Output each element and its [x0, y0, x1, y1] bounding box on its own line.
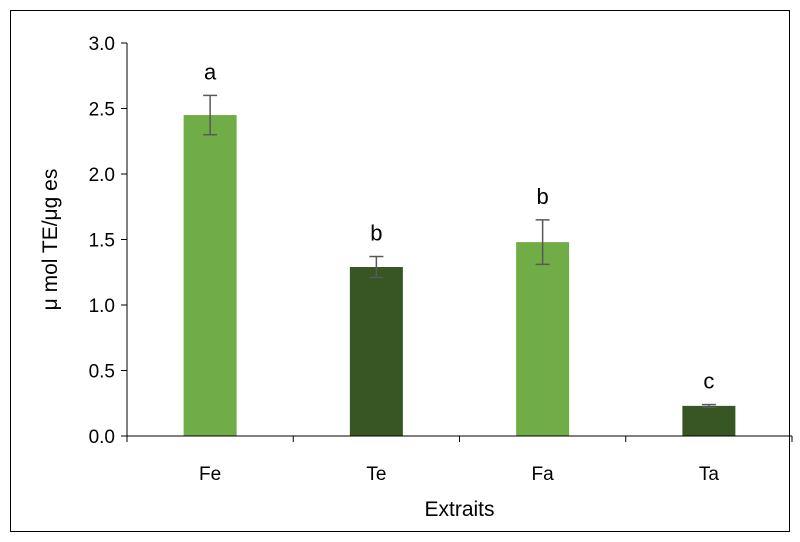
- y-tick-label: 3.0: [89, 34, 115, 55]
- bar-te: [349, 267, 403, 436]
- x-axis-title: Extraits: [424, 498, 494, 521]
- y-axis-ticks: 0.0 0.5 1.0 1.5 2.0 2.5 3.0: [89, 34, 127, 448]
- significance-letter: a: [204, 59, 217, 84]
- y-axis-title: μ mol TE/μg es: [39, 169, 62, 311]
- y-tick-label: 2.0: [89, 165, 115, 186]
- x-tick-label: Ta: [699, 464, 720, 485]
- significance-letter: b: [537, 184, 549, 209]
- y-tick-label: 1.0: [89, 296, 115, 317]
- x-tick-label: Fe: [199, 464, 221, 485]
- y-tick-label: 2.5: [89, 100, 115, 121]
- bar-fe: [183, 115, 237, 437]
- x-axis-ticks: Fe Te Fa Ta: [126, 436, 793, 485]
- bars-group: a b b c: [183, 59, 736, 437]
- x-tick-label: Fa: [532, 464, 555, 485]
- bar-ta: [682, 405, 736, 436]
- y-tick-label: 0.5: [89, 362, 115, 383]
- significance-letter: c: [703, 369, 714, 394]
- x-tick-label: Te: [366, 464, 386, 485]
- bar-fa: [516, 242, 570, 436]
- y-tick-label: 0.0: [89, 427, 115, 448]
- y-tick-label: 1.5: [89, 231, 115, 252]
- significance-letter: b: [370, 221, 382, 246]
